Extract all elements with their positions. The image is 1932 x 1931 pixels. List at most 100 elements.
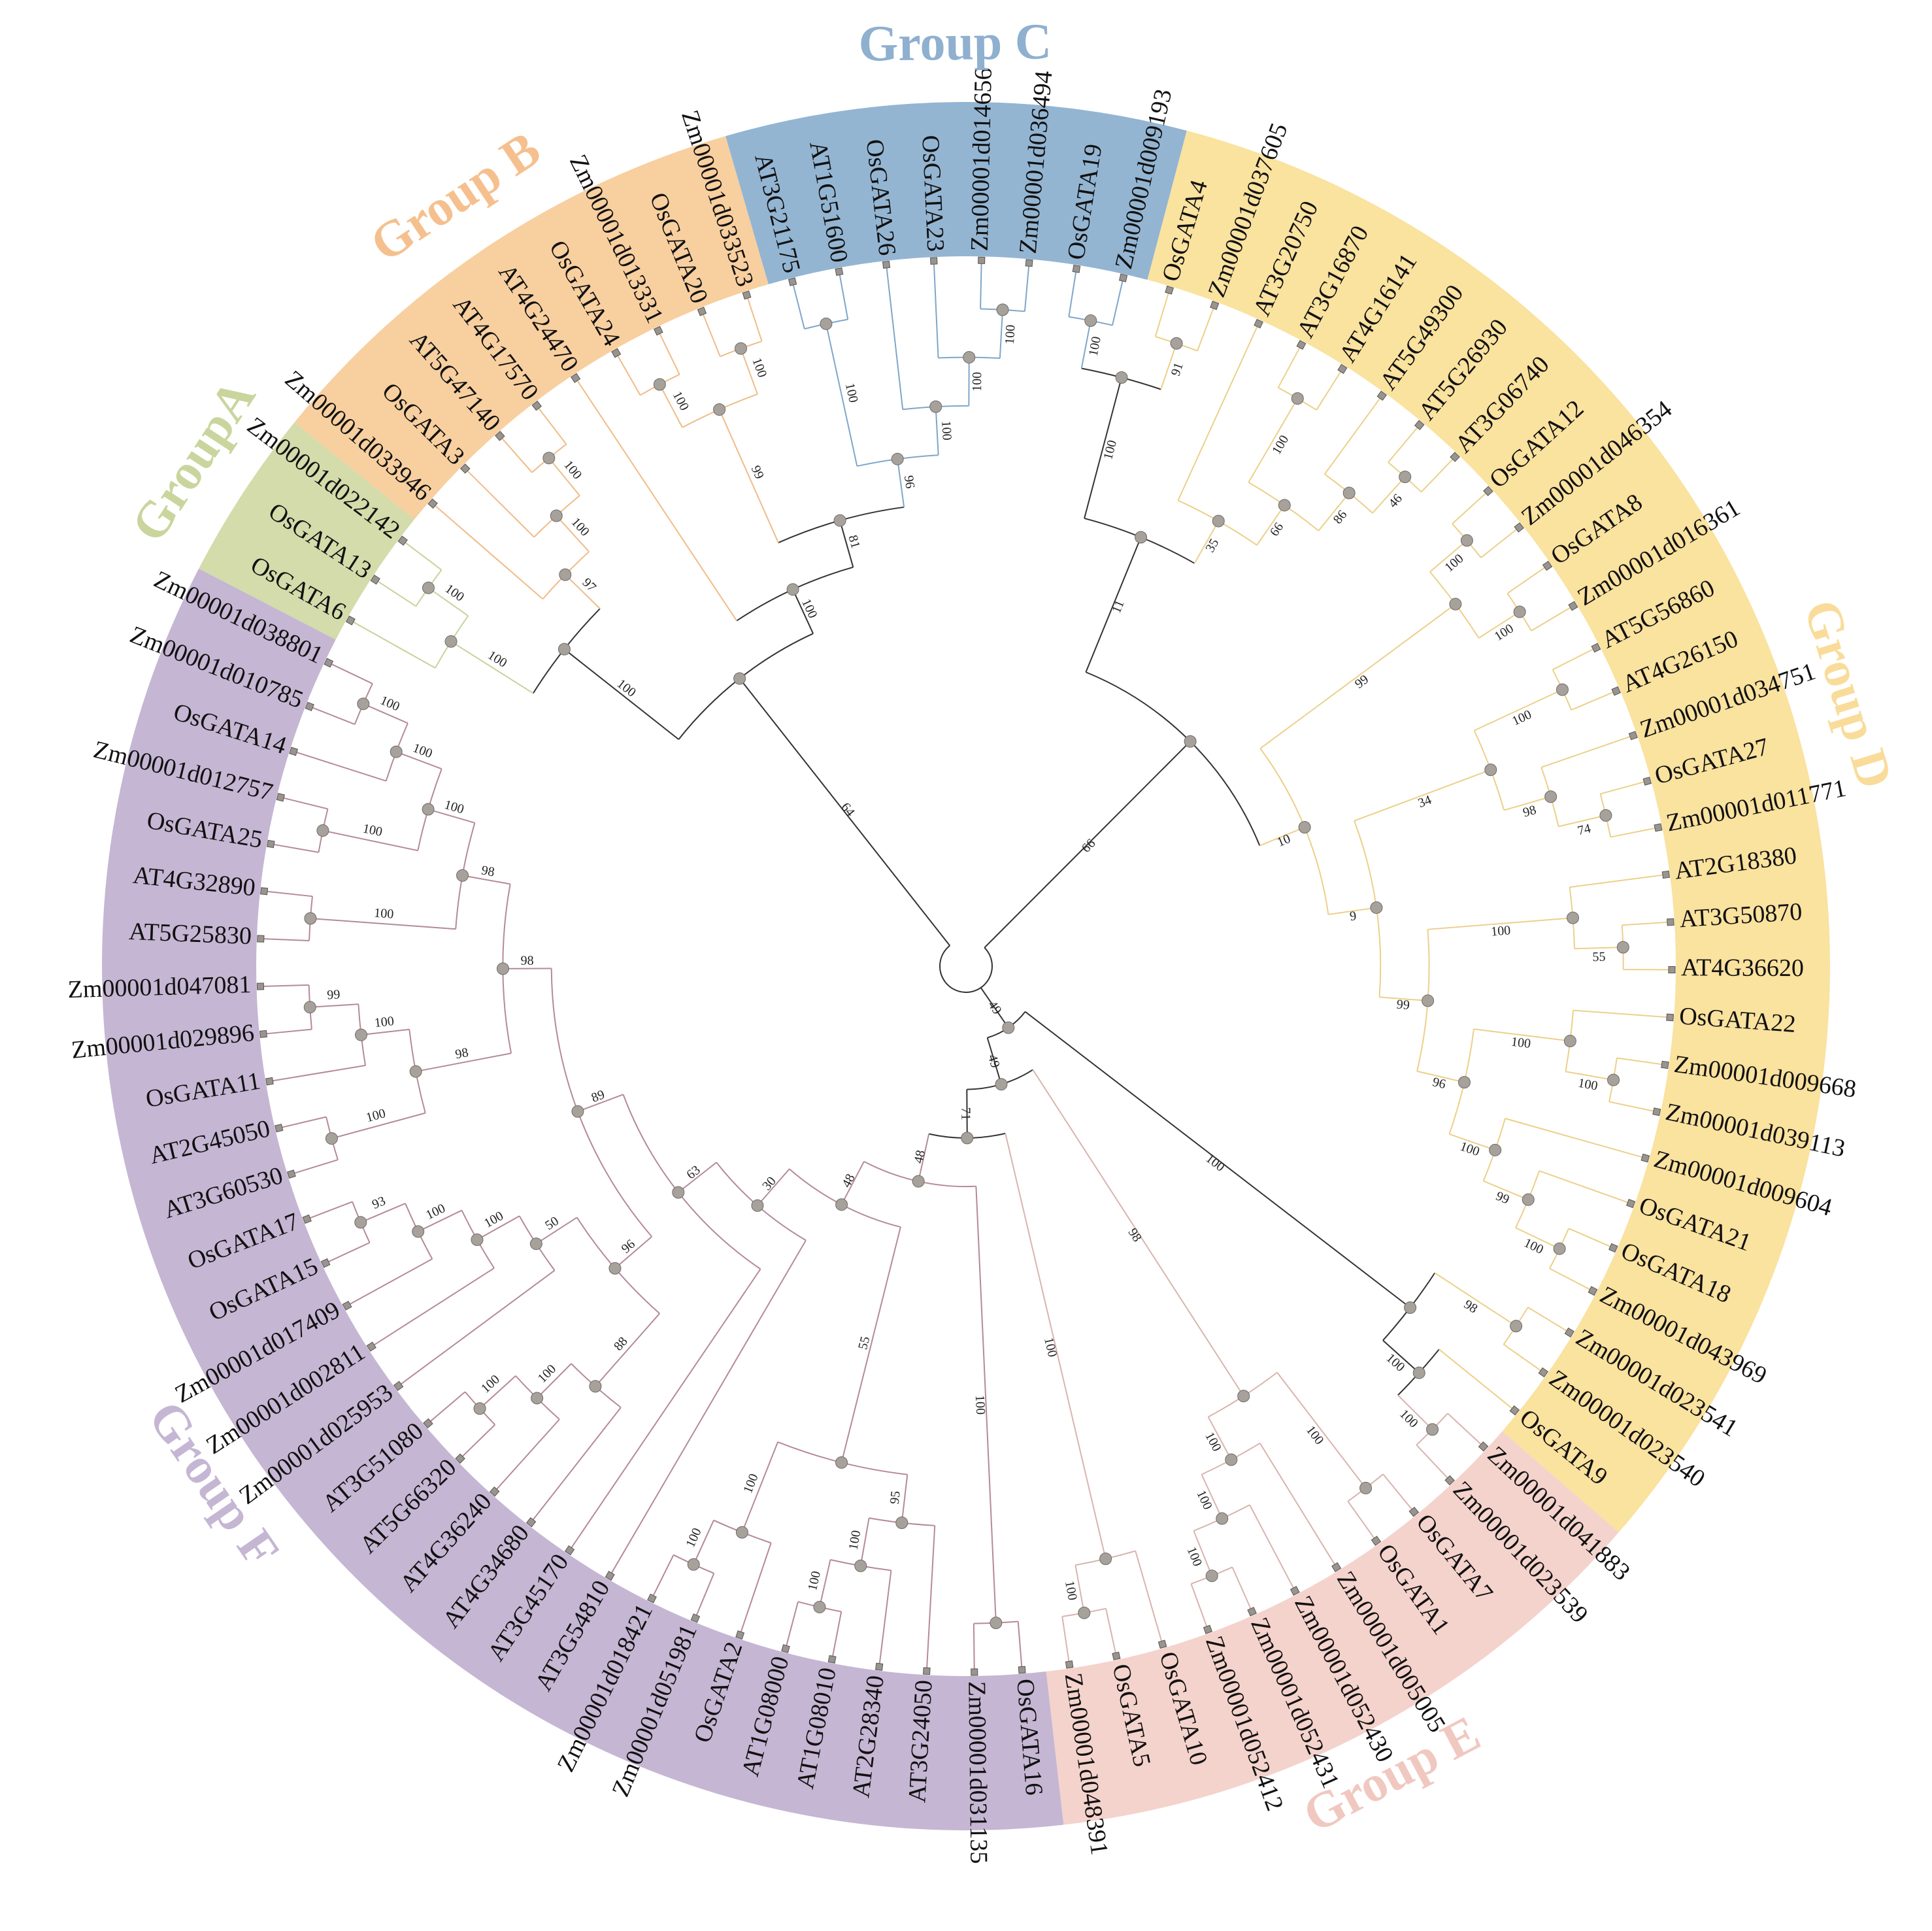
branch [1610, 826, 1659, 838]
leaf-marker [1608, 1243, 1618, 1253]
leaf-marker [427, 498, 438, 509]
bootstrap-value: 99 [1352, 672, 1371, 692]
bootstrap-value: 100 [973, 1395, 988, 1415]
internal-node [672, 1186, 685, 1199]
branch [1074, 1565, 1085, 1613]
internal-node [820, 317, 833, 330]
internal-node [409, 1065, 422, 1078]
branch [346, 1258, 433, 1307]
branch [831, 1611, 842, 1660]
internal-node [1237, 1390, 1250, 1403]
branch [271, 843, 319, 853]
internal-node [473, 1402, 486, 1415]
internal-node [995, 1078, 1008, 1091]
branch [465, 468, 535, 538]
branch [260, 938, 310, 941]
bootstrap-value: 96 [619, 1237, 639, 1256]
branch [678, 1162, 717, 1193]
leaf-marker [342, 1300, 352, 1311]
internal-node [608, 1262, 622, 1275]
internal-node [316, 824, 329, 837]
branch [1382, 1339, 1420, 1373]
leaf-marker [1641, 1153, 1650, 1163]
branch [999, 309, 1004, 359]
group-wedge [199, 422, 415, 640]
branch [1256, 505, 1286, 546]
branch [1032, 1069, 1244, 1397]
bootstrap-value: 100 [1202, 1430, 1224, 1454]
bootstrap-value: 95 [888, 1490, 903, 1505]
branch [1080, 320, 1091, 369]
leaf-label-zm00001d031135: Zm00001d031135 [963, 1681, 992, 1864]
bootstrap-value: 100 [1086, 335, 1104, 358]
branch [1354, 769, 1491, 822]
internal-node [1084, 314, 1097, 327]
branch [1259, 826, 1305, 847]
branch [1420, 456, 1456, 493]
leaf-marker [495, 431, 505, 441]
branch [1439, 1349, 1515, 1411]
internal-node [1370, 901, 1383, 914]
internal-node [355, 1028, 368, 1041]
internal-node [961, 1132, 974, 1145]
bootstrap-value: 100 [805, 1570, 824, 1592]
branch [839, 520, 854, 567]
internal-node [963, 351, 976, 364]
bootstrap-value: 100 [970, 372, 984, 392]
bootstrap-value: 100 [1041, 1336, 1059, 1358]
branch [331, 1112, 426, 1139]
leaf-marker [320, 1258, 331, 1268]
branch [1160, 343, 1178, 390]
branch [1017, 1621, 1023, 1670]
leaf-marker [1667, 918, 1674, 926]
leaf-marker [305, 701, 314, 711]
branch [693, 1520, 714, 1565]
tree-branches [260, 260, 1672, 1672]
internal-node [1099, 1553, 1112, 1566]
internal-node [550, 509, 563, 522]
branch [325, 1242, 370, 1264]
internal-node [558, 643, 571, 656]
bootstrap-value: 100 [1269, 433, 1291, 457]
internal-node [1225, 1453, 1238, 1466]
leaf-marker [1118, 273, 1128, 282]
branch [363, 703, 408, 724]
internal-node [1513, 605, 1526, 618]
bootstrap-value: 30 [759, 1174, 779, 1194]
branch [1005, 1133, 1107, 1559]
leaf-marker [1331, 1562, 1342, 1572]
branch [841, 1226, 901, 1463]
bootstrap-value: 49 [985, 998, 1004, 1017]
branch [615, 352, 641, 395]
bootstrap-value: 100 [374, 906, 395, 922]
internal-node [303, 1001, 316, 1014]
branch [1085, 537, 1142, 673]
leaf-marker [1065, 1660, 1074, 1669]
leaf-marker [781, 1644, 790, 1653]
branch [1025, 1011, 1411, 1309]
internal-node [990, 1617, 1003, 1630]
bootstrap-value: 66 [1079, 836, 1099, 856]
bootstrap-value: 100 [378, 693, 401, 714]
group-wedge [101, 568, 1064, 1830]
leaf-marker [397, 535, 408, 546]
branch [1622, 921, 1671, 926]
bootstrap-value: 100 [1184, 1545, 1205, 1568]
leaf-label-at5g25830: AT5G25830 [128, 918, 252, 950]
branch [986, 1037, 1002, 1084]
leaf-marker [345, 615, 356, 626]
branch [1347, 1501, 1377, 1541]
internal-node [456, 869, 469, 882]
bootstrap-value: 100 [1303, 1423, 1327, 1447]
internal-node [1170, 337, 1183, 350]
bootstrap-value: 100 [1193, 1488, 1215, 1511]
bootstrap-value: 89 [590, 1087, 607, 1105]
internal-node [1078, 1606, 1091, 1619]
branch [1503, 1343, 1544, 1373]
branch [1201, 1474, 1223, 1519]
bootstrap-value: 100 [374, 1014, 395, 1030]
branch [739, 678, 951, 947]
branch [614, 1236, 652, 1269]
leaf-marker [653, 326, 663, 336]
internal-node [813, 1600, 826, 1613]
